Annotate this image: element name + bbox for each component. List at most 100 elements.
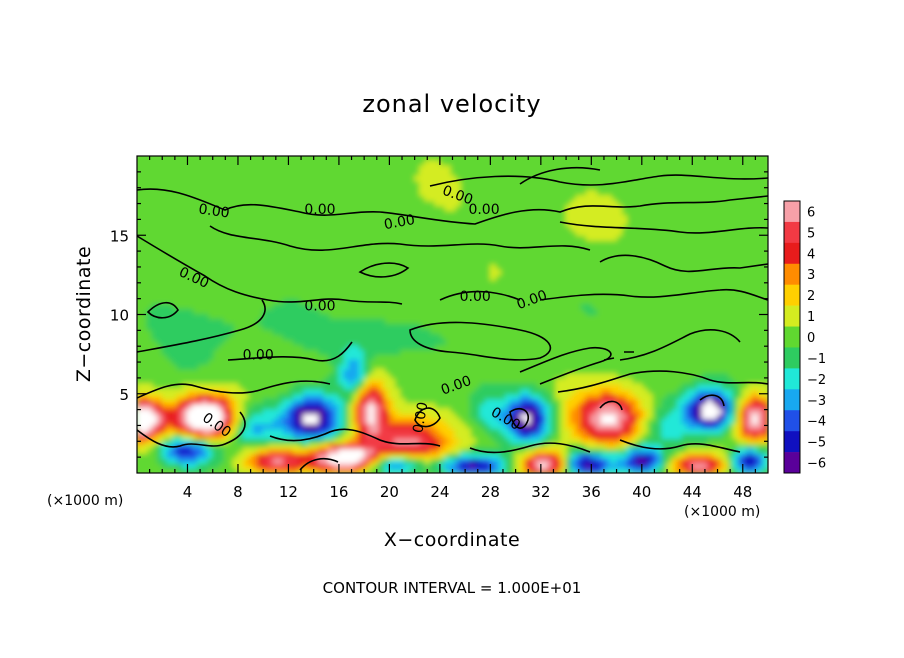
heatmap-cell bbox=[762, 467, 768, 473]
heatmap-cell bbox=[343, 348, 350, 355]
heatmap-cell bbox=[656, 427, 663, 435]
heatmap-cell bbox=[479, 457, 487, 464]
heatmap-cell bbox=[323, 452, 330, 459]
heatmap-cell bbox=[737, 422, 744, 430]
heatmap-cell bbox=[222, 398, 229, 405]
heatmap-cell bbox=[217, 432, 224, 440]
heatmap-cell bbox=[207, 383, 214, 390]
heatmap-cell bbox=[565, 388, 572, 395]
heatmap-cell bbox=[424, 442, 431, 449]
heatmap-cell bbox=[585, 209, 593, 217]
heatmap-cell bbox=[242, 462, 249, 469]
heatmap-cell bbox=[641, 418, 648, 425]
heatmap-cell bbox=[626, 393, 633, 400]
heatmap-cell bbox=[590, 393, 598, 400]
heatmap-cell bbox=[303, 383, 310, 390]
heatmap-cell bbox=[267, 408, 274, 415]
heatmap-cell bbox=[494, 447, 502, 454]
heatmap-cell bbox=[717, 467, 724, 473]
heatmap-cell bbox=[388, 328, 396, 336]
heatmap-cell bbox=[686, 408, 693, 415]
contour-label: 0.00 bbox=[383, 212, 416, 233]
heatmap-cell bbox=[595, 418, 603, 425]
heatmap-cell bbox=[388, 378, 396, 385]
heatmap-cell bbox=[328, 422, 335, 430]
heatmap-cell bbox=[292, 432, 300, 440]
heatmap-cell bbox=[227, 413, 234, 420]
heatmap-cell bbox=[353, 358, 360, 365]
heatmap-cell bbox=[666, 447, 673, 454]
heatmap-cell bbox=[505, 422, 512, 430]
heatmap-cell bbox=[525, 388, 532, 395]
heatmap-cell bbox=[343, 378, 350, 385]
heatmap-cell bbox=[141, 398, 148, 405]
heatmap-cell bbox=[247, 457, 254, 464]
heatmap-cell bbox=[373, 343, 381, 350]
heatmap-cell bbox=[212, 418, 219, 425]
heatmap-cell bbox=[217, 452, 224, 459]
heatmap-cell bbox=[676, 432, 683, 440]
heatmap-cell bbox=[747, 447, 754, 454]
heatmap-cell bbox=[555, 467, 562, 473]
heatmap-cell bbox=[424, 160, 431, 167]
heatmap-cell bbox=[434, 175, 441, 182]
heatmap-cell bbox=[181, 442, 189, 449]
heatmap-cell bbox=[292, 413, 300, 420]
heatmap-cell bbox=[626, 432, 633, 440]
contour-label: 0.00 bbox=[197, 201, 230, 221]
heatmap-cell bbox=[328, 452, 335, 459]
heatmap-cell bbox=[298, 333, 305, 340]
heatmap-cell bbox=[292, 398, 300, 405]
heatmap-cell bbox=[404, 457, 411, 464]
heatmap-cell bbox=[545, 447, 552, 454]
heatmap-cell bbox=[424, 418, 431, 425]
heatmap-cell bbox=[353, 467, 360, 473]
heatmap-cell bbox=[338, 437, 345, 444]
heatmap-cell bbox=[646, 452, 653, 459]
heatmap-cell bbox=[176, 393, 184, 400]
heatmap-cell bbox=[247, 413, 254, 420]
heatmap-cell bbox=[338, 373, 345, 380]
heatmap-cell bbox=[348, 358, 355, 365]
heatmap-cell bbox=[237, 408, 244, 415]
heatmap-cell bbox=[141, 413, 148, 420]
heatmap-cell bbox=[338, 338, 345, 345]
heatmap-cell bbox=[166, 309, 174, 316]
heatmap-cell bbox=[636, 408, 643, 415]
heatmap-cell bbox=[621, 393, 628, 400]
heatmap-cell bbox=[434, 447, 441, 454]
heatmap-cell bbox=[353, 363, 360, 370]
heatmap-cell bbox=[323, 343, 330, 350]
heatmap-cell bbox=[338, 358, 345, 365]
heatmap-cell bbox=[530, 418, 537, 425]
heatmap-cell bbox=[631, 462, 638, 469]
heatmap-cell bbox=[439, 185, 446, 192]
heatmap-cell bbox=[570, 427, 577, 435]
heatmap-cell bbox=[368, 437, 375, 444]
heatmap-cell bbox=[621, 422, 628, 430]
colorbar-label: 5 bbox=[807, 226, 815, 241]
heatmap-cell bbox=[419, 408, 426, 415]
heatmap-cell bbox=[565, 432, 572, 440]
heatmap-cell bbox=[146, 383, 153, 390]
heatmap-cell bbox=[646, 457, 653, 464]
heatmap-cell bbox=[439, 437, 446, 444]
heatmap-cell bbox=[328, 432, 335, 440]
heatmap-cell bbox=[611, 422, 618, 430]
heatmap-cell bbox=[353, 437, 360, 444]
heatmap-cell bbox=[212, 318, 219, 326]
heatmap-cell bbox=[151, 408, 158, 415]
heatmap-cell bbox=[565, 427, 572, 435]
heatmap-cell bbox=[298, 403, 305, 410]
heatmap-cell bbox=[701, 398, 709, 405]
heatmap-cell bbox=[626, 408, 633, 415]
heatmap-cell bbox=[570, 452, 577, 459]
heatmap-cell bbox=[676, 418, 683, 425]
heatmap-cell bbox=[555, 383, 562, 390]
heatmap-cell bbox=[686, 422, 693, 430]
heatmap-cell bbox=[363, 393, 370, 400]
heatmap-cell bbox=[469, 457, 476, 464]
heatmap-cell bbox=[757, 403, 764, 410]
